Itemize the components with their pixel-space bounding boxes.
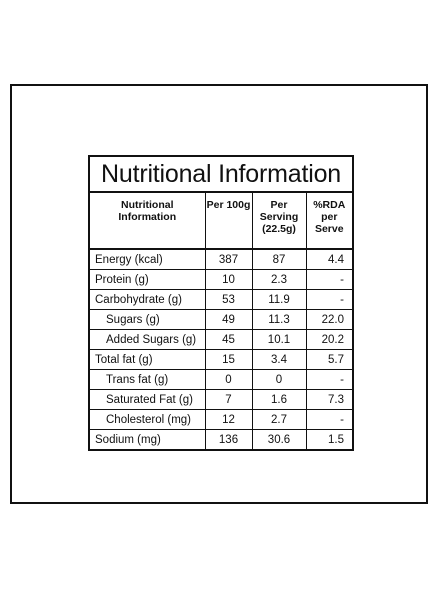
row-per-100g: 0 <box>204 369 253 390</box>
table-row: Cholesterol (mg) 12 2.7 - <box>90 409 352 430</box>
row-rda: - <box>305 369 352 390</box>
row-per-serving: 2.3 <box>251 269 307 290</box>
panel-title: Nutritional Information <box>90 157 352 193</box>
row-nutrient: Trans fat (g) <box>90 369 206 390</box>
table-header-row: Nutritional Information Per 100g Per Ser… <box>90 193 352 250</box>
table-row: Saturated Fat (g) 7 1.6 7.3 <box>90 389 352 410</box>
table-row: Sodium (mg) 136 30.6 1.5 <box>90 429 352 449</box>
table-row: Protein (g) 10 2.3 - <box>90 269 352 290</box>
row-rda: - <box>305 409 352 430</box>
row-per-100g: 15 <box>204 349 253 370</box>
row-rda: - <box>305 269 352 290</box>
row-nutrient: Carbohydrate (g) <box>90 289 206 310</box>
row-rda: 1.5 <box>305 429 352 449</box>
row-rda: 4.4 <box>305 248 352 270</box>
row-nutrient: Cholesterol (mg) <box>90 409 206 430</box>
row-rda: 22.0 <box>305 309 352 330</box>
row-per-serving: 0 <box>251 369 307 390</box>
row-per-serving: 1.6 <box>251 389 307 410</box>
row-nutrient: Energy (kcal) <box>90 248 206 270</box>
row-rda: 7.3 <box>305 389 352 410</box>
header-rda: %RDA per Serve <box>305 193 352 250</box>
row-nutrient: Saturated Fat (g) <box>90 389 206 410</box>
row-per-100g: 387 <box>204 248 253 270</box>
table-row: Energy (kcal) 387 87 4.4 <box>90 248 352 270</box>
header-nutrient: Nutritional Information <box>90 193 206 250</box>
row-per-100g: 49 <box>204 309 253 330</box>
header-per-serving: Per Serving (22.5g) <box>251 193 307 250</box>
row-rda: 5.7 <box>305 349 352 370</box>
row-per-100g: 7 <box>204 389 253 410</box>
table-row: Total fat (g) 15 3.4 5.7 <box>90 349 352 370</box>
row-per-serving: 87 <box>251 248 307 270</box>
row-per-serving: 11.9 <box>251 289 307 310</box>
table-row: Trans fat (g) 0 0 - <box>90 369 352 390</box>
table-row: Carbohydrate (g) 53 11.9 - <box>90 289 352 310</box>
row-per-100g: 10 <box>204 269 253 290</box>
table-row: Sugars (g) 49 11.3 22.0 <box>90 309 352 330</box>
row-per-serving: 30.6 <box>251 429 307 449</box>
row-rda: 20.2 <box>305 329 352 350</box>
header-per-100g: Per 100g <box>204 193 253 250</box>
row-nutrient: Protein (g) <box>90 269 206 290</box>
row-per-serving: 10.1 <box>251 329 307 350</box>
row-nutrient: Sugars (g) <box>90 309 206 330</box>
row-nutrient: Total fat (g) <box>90 349 206 370</box>
row-rda: - <box>305 289 352 310</box>
row-per-serving: 11.3 <box>251 309 307 330</box>
row-per-100g: 45 <box>204 329 253 350</box>
nutrition-panel: Nutritional Information Nutritional Info… <box>88 155 354 451</box>
row-nutrient: Added Sugars (g) <box>90 329 206 350</box>
outer-frame <box>10 84 428 504</box>
row-nutrient: Sodium (mg) <box>90 429 206 449</box>
table-row: Added Sugars (g) 45 10.1 20.2 <box>90 329 352 350</box>
nutrition-table: Nutritional Information Per 100g Per Ser… <box>90 193 352 449</box>
row-per-100g: 136 <box>204 429 253 449</box>
row-per-serving: 3.4 <box>251 349 307 370</box>
row-per-100g: 53 <box>204 289 253 310</box>
row-per-serving: 2.7 <box>251 409 307 430</box>
row-per-100g: 12 <box>204 409 253 430</box>
